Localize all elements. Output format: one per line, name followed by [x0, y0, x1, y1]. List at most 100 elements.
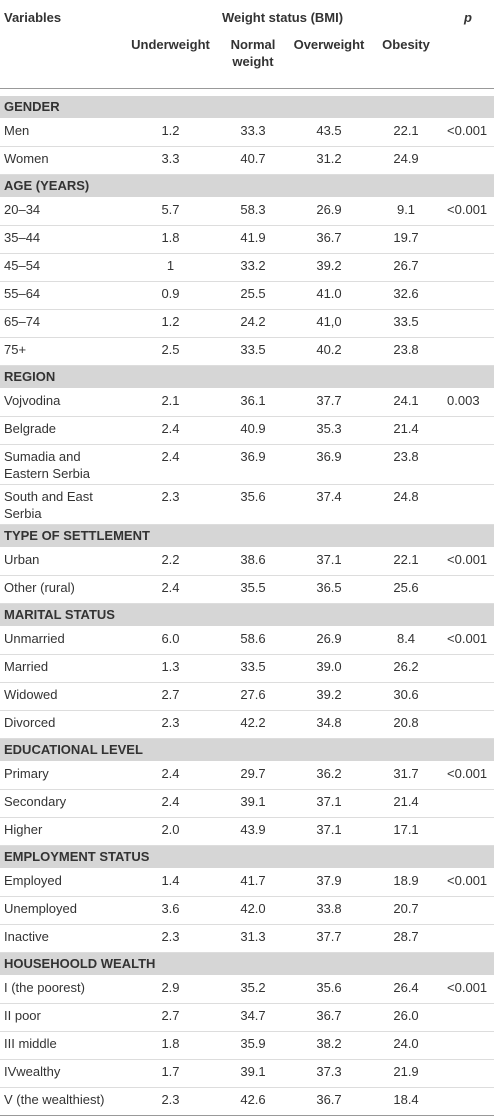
cell-value: 2.4	[123, 761, 218, 790]
cell-value: 24.0	[370, 1031, 443, 1060]
cell-value: 36.9	[288, 444, 370, 485]
row-label: 35–44	[0, 225, 123, 254]
cell-value: 29.7	[218, 761, 288, 790]
cell-value: 34.7	[218, 1003, 288, 1032]
row-label: III middle	[0, 1031, 123, 1060]
p-empty	[442, 281, 494, 310]
p-value: 0.003	[442, 388, 494, 417]
cell-value: 37.9	[288, 868, 370, 897]
cell-value: 18.4	[370, 1087, 443, 1116]
row-label: Belgrade	[0, 416, 123, 445]
cell-value: 20.7	[370, 896, 443, 925]
cell-value: 36.7	[288, 1003, 370, 1032]
row-label: Inactive	[0, 924, 123, 953]
data-row: Sumadia and Eastern Serbia 2.4 36.9 36.9 23.…	[0, 444, 494, 485]
row-label: Unemployed	[0, 896, 123, 925]
gap	[0, 88, 494, 96]
cell-value: 26.2	[370, 654, 443, 683]
cell-value: 41.7	[218, 868, 288, 897]
cell-value: 42.6	[218, 1087, 288, 1116]
header-variables: Variables	[4, 10, 62, 25]
cell-value: 33.3	[218, 118, 288, 147]
p-empty	[442, 416, 494, 445]
cell-value: 1.7	[123, 1059, 218, 1088]
section-title: REGION	[0, 365, 494, 389]
header-p: p	[464, 10, 472, 25]
column-header: Underweight	[123, 34, 218, 89]
cell-value: 42.0	[218, 896, 288, 925]
cell-value: 26.0	[370, 1003, 443, 1032]
cell-value: 2.7	[123, 682, 218, 711]
section-row: MARITAL STATUS	[0, 603, 494, 627]
cell-value: 37.7	[288, 924, 370, 953]
cell-value: 37.1	[288, 789, 370, 818]
cell-value: 38.6	[218, 547, 288, 576]
p-empty	[442, 896, 494, 925]
cell-value: 39.1	[218, 1059, 288, 1088]
cell-value: 2.4	[123, 444, 218, 485]
cell-value: 1.4	[123, 868, 218, 897]
row-label: Secondary	[0, 789, 123, 818]
section-title: HOUSEHOOLD WEALTH	[0, 952, 494, 976]
data-row: 55–64 0.9 25.5 41.0 32.6	[0, 281, 494, 310]
cell-value: 9.1	[370, 197, 443, 226]
column-header: Normal weight	[218, 34, 288, 89]
row-label: I (the poorest)	[0, 975, 123, 1004]
p-empty	[442, 1059, 494, 1088]
row-label: Women	[0, 146, 123, 175]
cell-value: 39.1	[218, 789, 288, 818]
p-empty	[442, 337, 494, 366]
row-label: 65–74	[0, 309, 123, 338]
cell-value: 25.5	[218, 281, 288, 310]
row-label: Urban	[0, 547, 123, 576]
subheader-row: Underweight Normal weight Overweight Obesit…	[0, 34, 494, 89]
cell-value: 2.3	[123, 924, 218, 953]
row-label: Unmarried	[0, 626, 123, 655]
header-row: Variables Weight status (BMI) p	[0, 0, 494, 34]
cell-value: 26.9	[288, 626, 370, 655]
p-empty	[442, 253, 494, 282]
row-label: V (the wealthiest)	[0, 1087, 123, 1116]
cell-value: 1.8	[123, 225, 218, 254]
cell-value: 2.7	[123, 1003, 218, 1032]
cell-value: 32.6	[370, 281, 443, 310]
row-label: Widowed	[0, 682, 123, 711]
row-label: Employed	[0, 868, 123, 897]
cell-value: 36.9	[218, 444, 288, 485]
cell-value: 23.8	[370, 337, 443, 366]
p-empty	[442, 789, 494, 818]
row-label: Divorced	[0, 710, 123, 739]
p-empty	[442, 146, 494, 175]
p-empty	[442, 710, 494, 739]
cell-value: 2.3	[123, 710, 218, 739]
cell-value: 40.2	[288, 337, 370, 366]
cell-value: 1.2	[123, 309, 218, 338]
p-value: <0.001	[442, 868, 494, 897]
p-empty	[442, 817, 494, 846]
p-empty	[442, 1003, 494, 1032]
cell-value: 2.3	[123, 484, 218, 525]
data-row: Primary 2.4 29.7 36.2 31.7 <0.001	[0, 761, 494, 790]
cell-value: 24.8	[370, 484, 443, 525]
cell-value: 39.2	[288, 253, 370, 282]
data-row: 45–54 1 33.2 39.2 26.7	[0, 253, 494, 282]
cell-value: 25.6	[370, 575, 443, 604]
cell-value: 2.2	[123, 547, 218, 576]
column-header: Obesity	[370, 34, 443, 89]
data-row: Men 1.2 33.3 43.5 22.1 <0.001	[0, 118, 494, 147]
cell-value: 40.7	[218, 146, 288, 175]
data-row: V (the wealthiest) 2.3 42.6 36.7 18.4	[0, 1087, 494, 1116]
section-title: AGE (YEARS)	[0, 174, 494, 198]
data-row: 35–44 1.8 41.9 36.7 19.7	[0, 225, 494, 254]
row-label: South and East Serbia	[0, 484, 123, 525]
cell-value: 24.1	[370, 388, 443, 417]
p-empty	[442, 309, 494, 338]
data-row: Urban 2.2 38.6 37.1 22.1 <0.001	[0, 547, 494, 576]
p-empty	[442, 225, 494, 254]
cell-value: 33.5	[370, 309, 443, 338]
data-row: South and East Serbia 2.3 35.6 37.4 24.8	[0, 484, 494, 525]
p-value: <0.001	[442, 197, 494, 226]
cell-value: 35.6	[218, 484, 288, 525]
cell-value: 39.2	[288, 682, 370, 711]
data-row: 65–74 1.2 24.2 41,0 33.5	[0, 309, 494, 338]
